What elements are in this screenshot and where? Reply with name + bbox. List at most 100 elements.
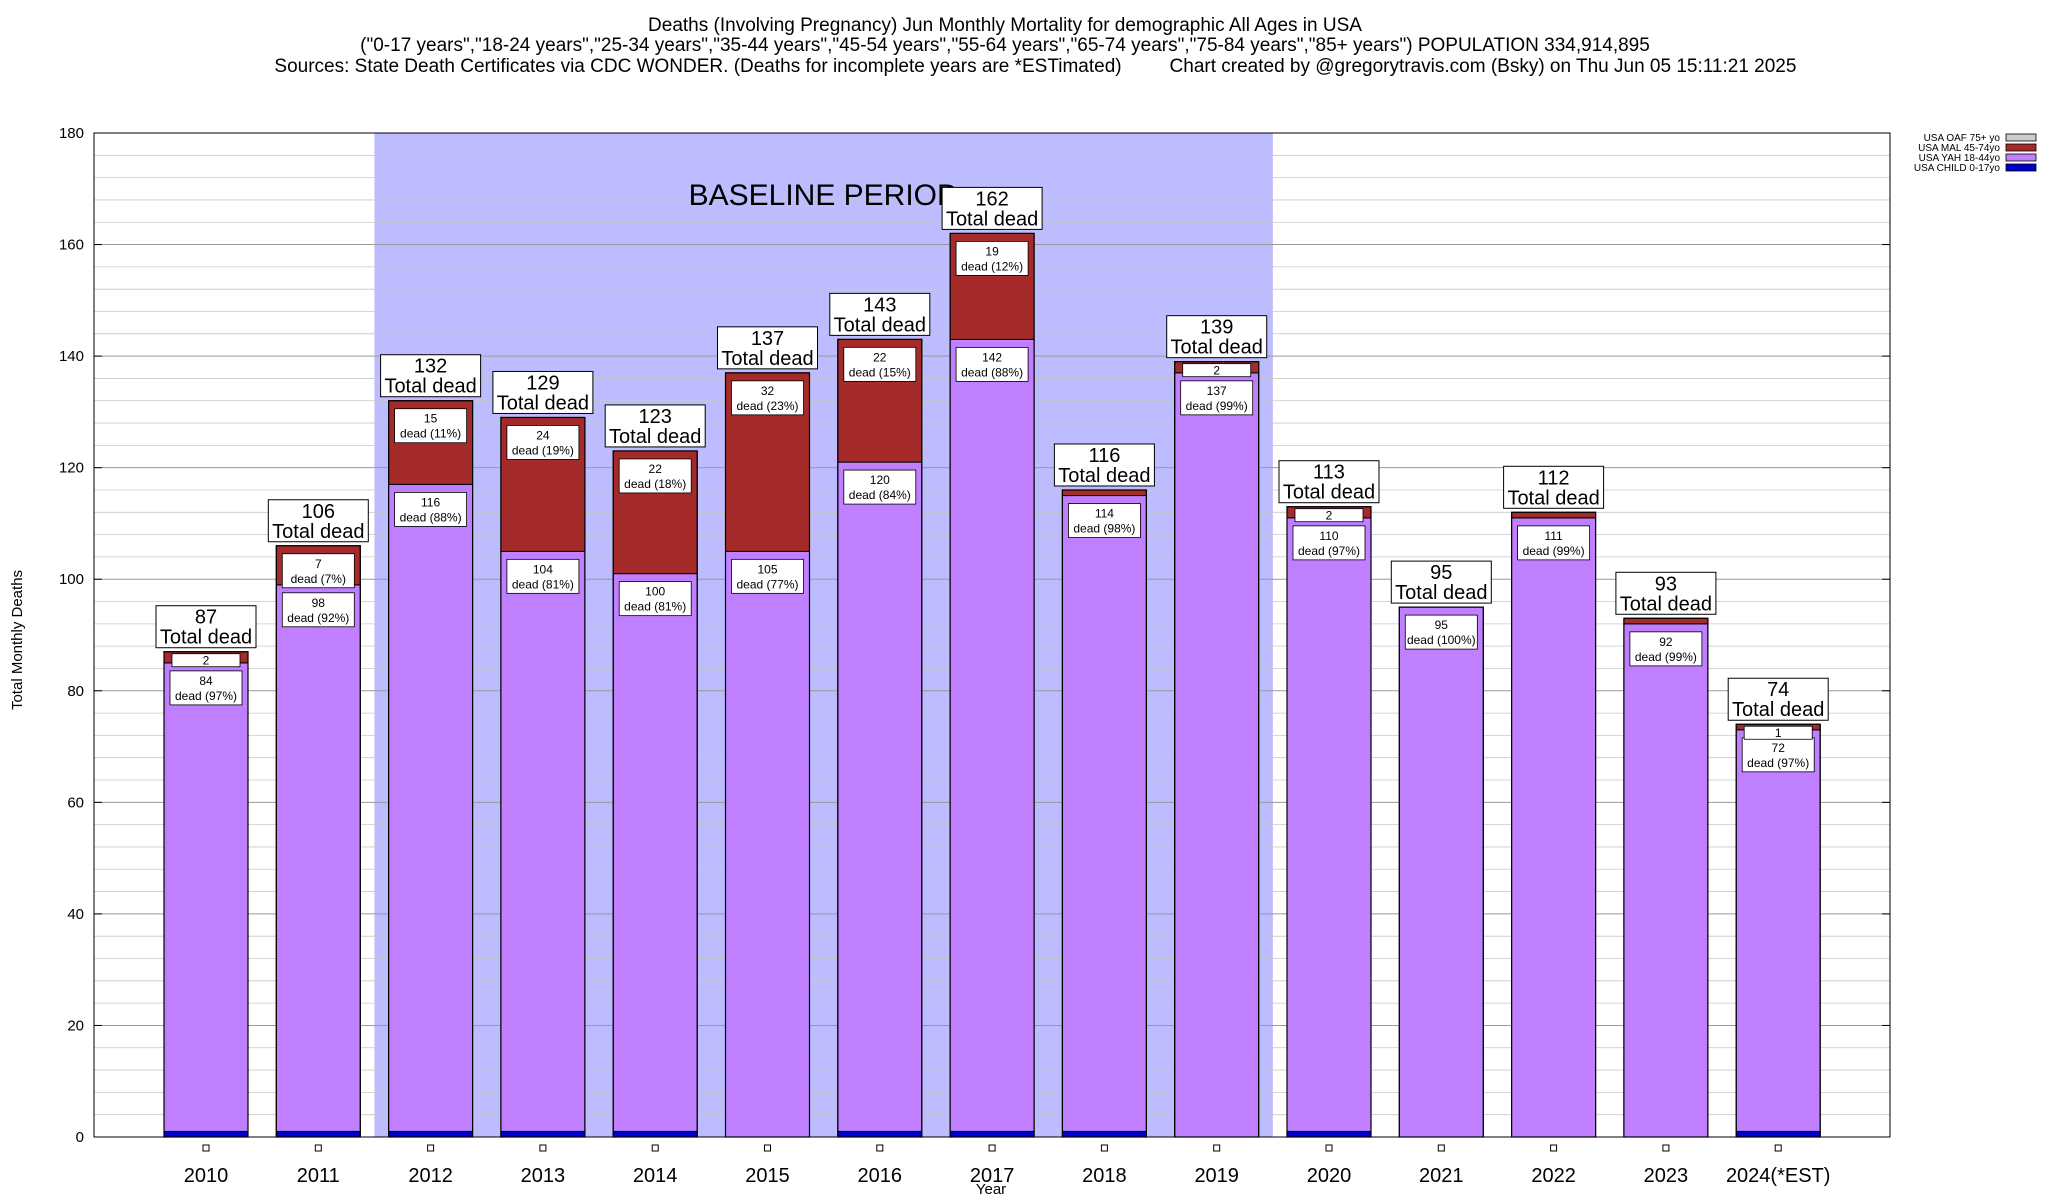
bar-outline [1061,489,1148,1138]
y-tick-label: 100 [59,571,84,588]
plot-area: BASELINE PERIOD 0 20 40 60 80 100 120 140 160 180 8… [59,125,1891,1187]
total-label-box [1053,443,1155,487]
segment-value-label: 120 [870,473,890,487]
segment-pct-label: dead (81%) [512,577,574,591]
total-caption: Total dead [721,348,813,370]
total-caption: Total dead [1171,337,1263,359]
bar-outline [837,338,923,1138]
segment-value-label: 98 [312,596,326,610]
legend-entry-label: USA MAL 45-74yo [1918,143,2000,154]
bar-segment-child [949,1130,1035,1138]
bar-outline [1623,617,1709,1138]
total-value-label: 93 [1655,573,1677,595]
segment-value-label: 92 [1659,635,1673,649]
bar-segment-yah [725,550,810,1138]
segment-label-box [281,553,355,589]
total-caption: Total dead [497,392,589,414]
segment-label-box [731,558,804,594]
segment-value-label: 15 [424,412,438,426]
bar-segment-yah [388,483,474,1132]
x-tick-label: 2016 [858,1165,903,1187]
bar-outline [1174,361,1260,1138]
segment-value-label: 95 [1435,618,1449,632]
total-caption: Total dead [160,627,252,649]
x-tick-label: 2015 [745,1165,790,1187]
total-label-box [155,605,257,649]
bar-segment-yah [1623,623,1709,1138]
total-value-label: 95 [1430,562,1452,584]
segment-label-box [1404,614,1478,650]
segment-pct-label: dead (19%) [512,443,574,457]
segment-value-label: 22 [873,350,887,364]
x-tick-marker [1325,1144,1333,1152]
segment-pct-label: dead (97%) [1747,756,1809,770]
total-value-label: 87 [195,607,217,629]
bar-segment-yah [163,662,249,1132]
total-value-label: 113 [1313,462,1345,484]
y-tick-label: 180 [59,125,84,142]
x-tick-marker [202,1144,210,1152]
segment-label-box [1068,503,1141,538]
segment-label-box [843,346,917,382]
bar-segment-yah [949,338,1035,1132]
bar-segment-child [275,1130,361,1138]
total-label-box [604,404,706,448]
bar-segment-yah [1735,729,1821,1132]
bar-segment-yah [275,584,361,1132]
total-label-box [492,370,594,414]
chart-subtitle: ("0-17 years","18-24 years","25-34 years… [360,35,1650,56]
segment-label-box [955,240,1029,276]
segment-label-box [1180,380,1254,416]
bar-segment-child [1286,1130,1372,1138]
bar-segment-child [837,1130,923,1138]
x-tick-label: 2014 [633,1165,678,1187]
bar-segment-child [1735,1130,1821,1138]
x-tick-marker [314,1144,322,1152]
segment-value-label: 137 [1207,384,1227,398]
total-value-label: 74 [1767,679,1789,701]
x-tick-marker [1100,1144,1108,1152]
bar-outline [1510,511,1597,1138]
segment-value-label: 104 [533,562,553,576]
segment-label-box [281,592,355,628]
segment-label-box [955,346,1029,382]
x-tick-marker [764,1144,771,1152]
bar-segment-yah [1174,372,1260,1138]
bar-segment-yah [612,573,698,1132]
y-tick-label: 40 [67,906,84,923]
y-tick-label: 60 [67,794,84,811]
total-label-box [1727,677,1829,721]
total-caption: Total dead [609,426,701,448]
segment-pct-label: dead (81%) [624,600,686,614]
segment-pct-label: dead (100%) [1407,633,1476,647]
total-value-label: 139 [1200,317,1233,339]
segment-pct-label: dead (84%) [849,488,911,502]
total-label-box [380,354,482,398]
total-caption: Total dead [946,208,1038,230]
segment-value-label: 110 [1319,529,1338,543]
bar-outline [163,651,249,1138]
chart-sources: Sources: State Death Certificates via CD… [274,56,1121,77]
x-tick-label: 2019 [1194,1165,1239,1187]
segment-label-box [171,653,241,668]
x-tick-label: 2020 [1307,1165,1352,1187]
segment-value-label: 19 [985,244,999,258]
bar-segment-child [1061,1130,1147,1138]
x-tick-marker [1550,1144,1558,1152]
segment-label-box [169,670,243,706]
segment-label-box [618,581,692,617]
total-caption: Total dead [1732,699,1824,721]
bar-outline [275,545,361,1138]
segment-pct-label: dead (99%) [1523,544,1585,558]
bar-segment-child [500,1130,586,1138]
y-tick-label: 160 [59,237,84,254]
total-value-label: 123 [639,406,672,428]
segment-value-label: 2 [203,654,210,668]
total-value-label: 112 [1538,467,1570,489]
segment-label-box [731,380,804,416]
bar-outline [1735,723,1821,1138]
x-tick-label: 2010 [184,1165,229,1187]
bar-outline [500,416,586,1138]
segment-pct-label: dead (12%) [961,259,1023,273]
x-tick-marker [1774,1144,1782,1152]
